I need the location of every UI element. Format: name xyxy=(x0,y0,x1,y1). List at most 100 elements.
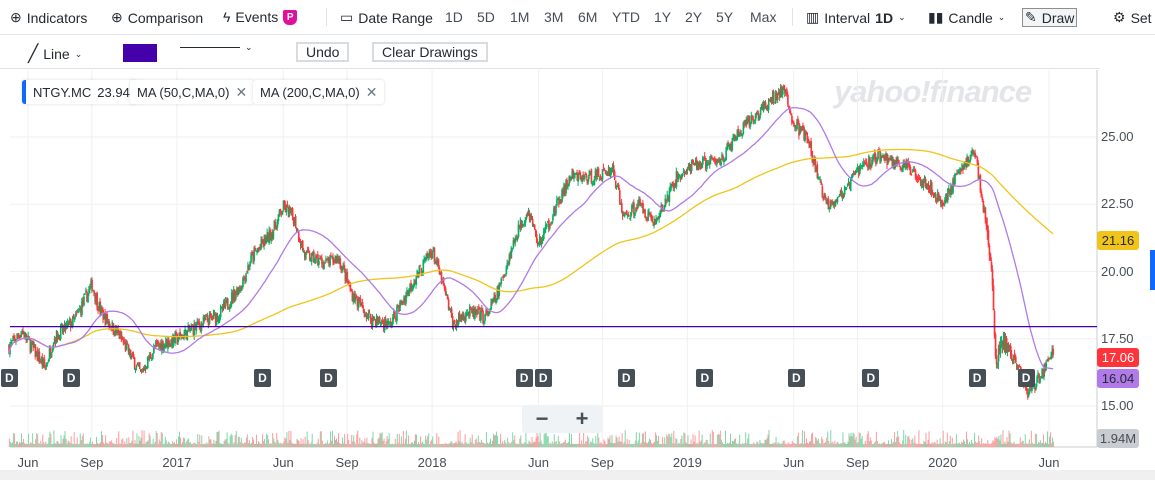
volume-bar xyxy=(942,430,944,447)
volume-bar xyxy=(516,443,518,447)
candle-body xyxy=(745,119,748,126)
dividend-marker[interactable]: D xyxy=(319,369,337,387)
candle-body xyxy=(533,224,536,230)
candle-body xyxy=(619,190,621,202)
volume-bar xyxy=(59,443,61,447)
dividend-marker[interactable]: D xyxy=(62,369,80,387)
range-5d[interactable]: 5D xyxy=(477,9,495,25)
line-tool-dropdown[interactable]: ╱ Line ⌄ xyxy=(28,44,82,64)
volume-bar xyxy=(515,443,517,447)
volume-bar xyxy=(957,443,959,447)
candle-body xyxy=(448,308,451,310)
comparison-button[interactable]: ⊕ Comparison xyxy=(111,9,203,26)
date-range-button[interactable]: ▭ Date Range xyxy=(340,9,433,26)
range-1m[interactable]: 1M xyxy=(510,9,530,25)
range-5y[interactable]: 5Y xyxy=(716,9,734,25)
line-style-dropdown[interactable]: ⌄ xyxy=(180,42,253,53)
dividend-marker[interactable]: D xyxy=(515,369,533,387)
volume-bar xyxy=(621,433,623,447)
scroll-handle[interactable] xyxy=(1150,250,1155,290)
volume-bar xyxy=(750,443,752,447)
undo-button[interactable]: Undo xyxy=(296,42,350,62)
candle-body xyxy=(737,129,740,137)
volume-bar xyxy=(1047,431,1049,447)
candle-body xyxy=(941,202,943,206)
color-picker[interactable] xyxy=(123,44,157,62)
candle-body xyxy=(596,169,599,176)
volume-bar xyxy=(887,443,889,447)
candle-body xyxy=(903,161,906,168)
volume-bar xyxy=(1027,443,1029,447)
candle-body xyxy=(469,306,471,317)
zoom-out-button[interactable]: − xyxy=(535,406,549,431)
close-icon[interactable]: ✕ xyxy=(235,83,248,100)
volume-bar xyxy=(187,439,189,447)
volume-bar xyxy=(400,436,402,447)
dividend-marker[interactable]: D xyxy=(1017,369,1035,387)
indicators-button[interactable]: ⊕ Indicators xyxy=(10,9,87,26)
dividend-marker[interactable]: D xyxy=(617,369,635,387)
zoom-in-button[interactable]: + xyxy=(575,406,589,431)
dividend-marker[interactable]: D xyxy=(968,369,986,387)
candle-body xyxy=(789,107,791,114)
volume-bar xyxy=(996,436,998,447)
candle-body xyxy=(457,313,460,325)
clear-drawings-button[interactable]: Clear Drawings xyxy=(372,42,488,62)
volume-bar xyxy=(243,442,245,447)
candle-body xyxy=(662,210,665,212)
volume-bar xyxy=(1049,436,1051,447)
dividend-marker[interactable]: D xyxy=(787,369,805,387)
volume-bar xyxy=(799,443,801,447)
range-6m[interactable]: 6M xyxy=(578,9,598,25)
range-max[interactable]: Max xyxy=(750,9,777,25)
dividend-marker[interactable]: D xyxy=(534,369,552,387)
volume-bar xyxy=(445,442,447,447)
volume-bar xyxy=(753,442,755,447)
volume-bar xyxy=(485,431,487,447)
close-icon[interactable]: ✕ xyxy=(365,83,378,100)
legend-ma50[interactable]: MA (50,C,MA,0) ✕ xyxy=(130,80,255,104)
candle-body xyxy=(286,204,289,207)
settings-button[interactable]: ⚙ Set xyxy=(1113,9,1152,26)
scrollbar[interactable] xyxy=(0,470,1155,480)
y-tick-label: 20.00 xyxy=(1101,263,1134,279)
volume-bar xyxy=(473,443,475,447)
volume-bar xyxy=(215,441,217,447)
candle-body xyxy=(906,161,909,169)
dividend-marker[interactable]: D xyxy=(696,369,714,387)
interval-dropdown[interactable]: ▥ Interval 1D ⌄ xyxy=(806,9,906,26)
dividend-marker[interactable]: D xyxy=(0,369,18,387)
candle-body xyxy=(1011,360,1014,364)
candle-body xyxy=(765,106,768,109)
candle-body xyxy=(137,363,140,365)
draw-button[interactable]: ✎ Draw xyxy=(1022,8,1078,27)
volume-bar xyxy=(265,443,267,447)
dividend-marker[interactable]: D xyxy=(862,369,880,387)
candle-body xyxy=(313,251,315,263)
dividend-marker[interactable]: D xyxy=(253,369,271,387)
candle-body xyxy=(951,186,953,192)
range-1d[interactable]: 1D xyxy=(445,9,463,25)
range-1y[interactable]: 1Y xyxy=(654,9,672,25)
range-ytd[interactable]: YTD xyxy=(612,9,640,25)
ma200-line xyxy=(8,148,1054,354)
candle-body xyxy=(640,205,642,207)
candle-body xyxy=(565,180,567,194)
candle-body xyxy=(169,343,171,347)
chart-type-dropdown[interactable]: ▮▮ Candle ⌄ xyxy=(928,9,1005,26)
candle-body xyxy=(476,311,478,315)
candle-body xyxy=(368,312,371,314)
volume-bar xyxy=(324,443,326,447)
volume-bar xyxy=(959,444,961,447)
volume-bar xyxy=(790,443,792,447)
legend-ma200[interactable]: MA (200,C,MA,0) ✕ xyxy=(253,80,385,104)
candle-body xyxy=(592,183,595,185)
legend-symbol[interactable]: NTGY.MC 23.94 xyxy=(22,80,137,104)
range-3m[interactable]: 3M xyxy=(544,9,564,25)
events-button[interactable]: ϟ Events P xyxy=(223,9,298,25)
candle-body xyxy=(577,172,580,182)
volume-bar xyxy=(577,443,579,447)
range-2y[interactable]: 2Y xyxy=(685,9,703,25)
candle-body xyxy=(493,296,496,301)
